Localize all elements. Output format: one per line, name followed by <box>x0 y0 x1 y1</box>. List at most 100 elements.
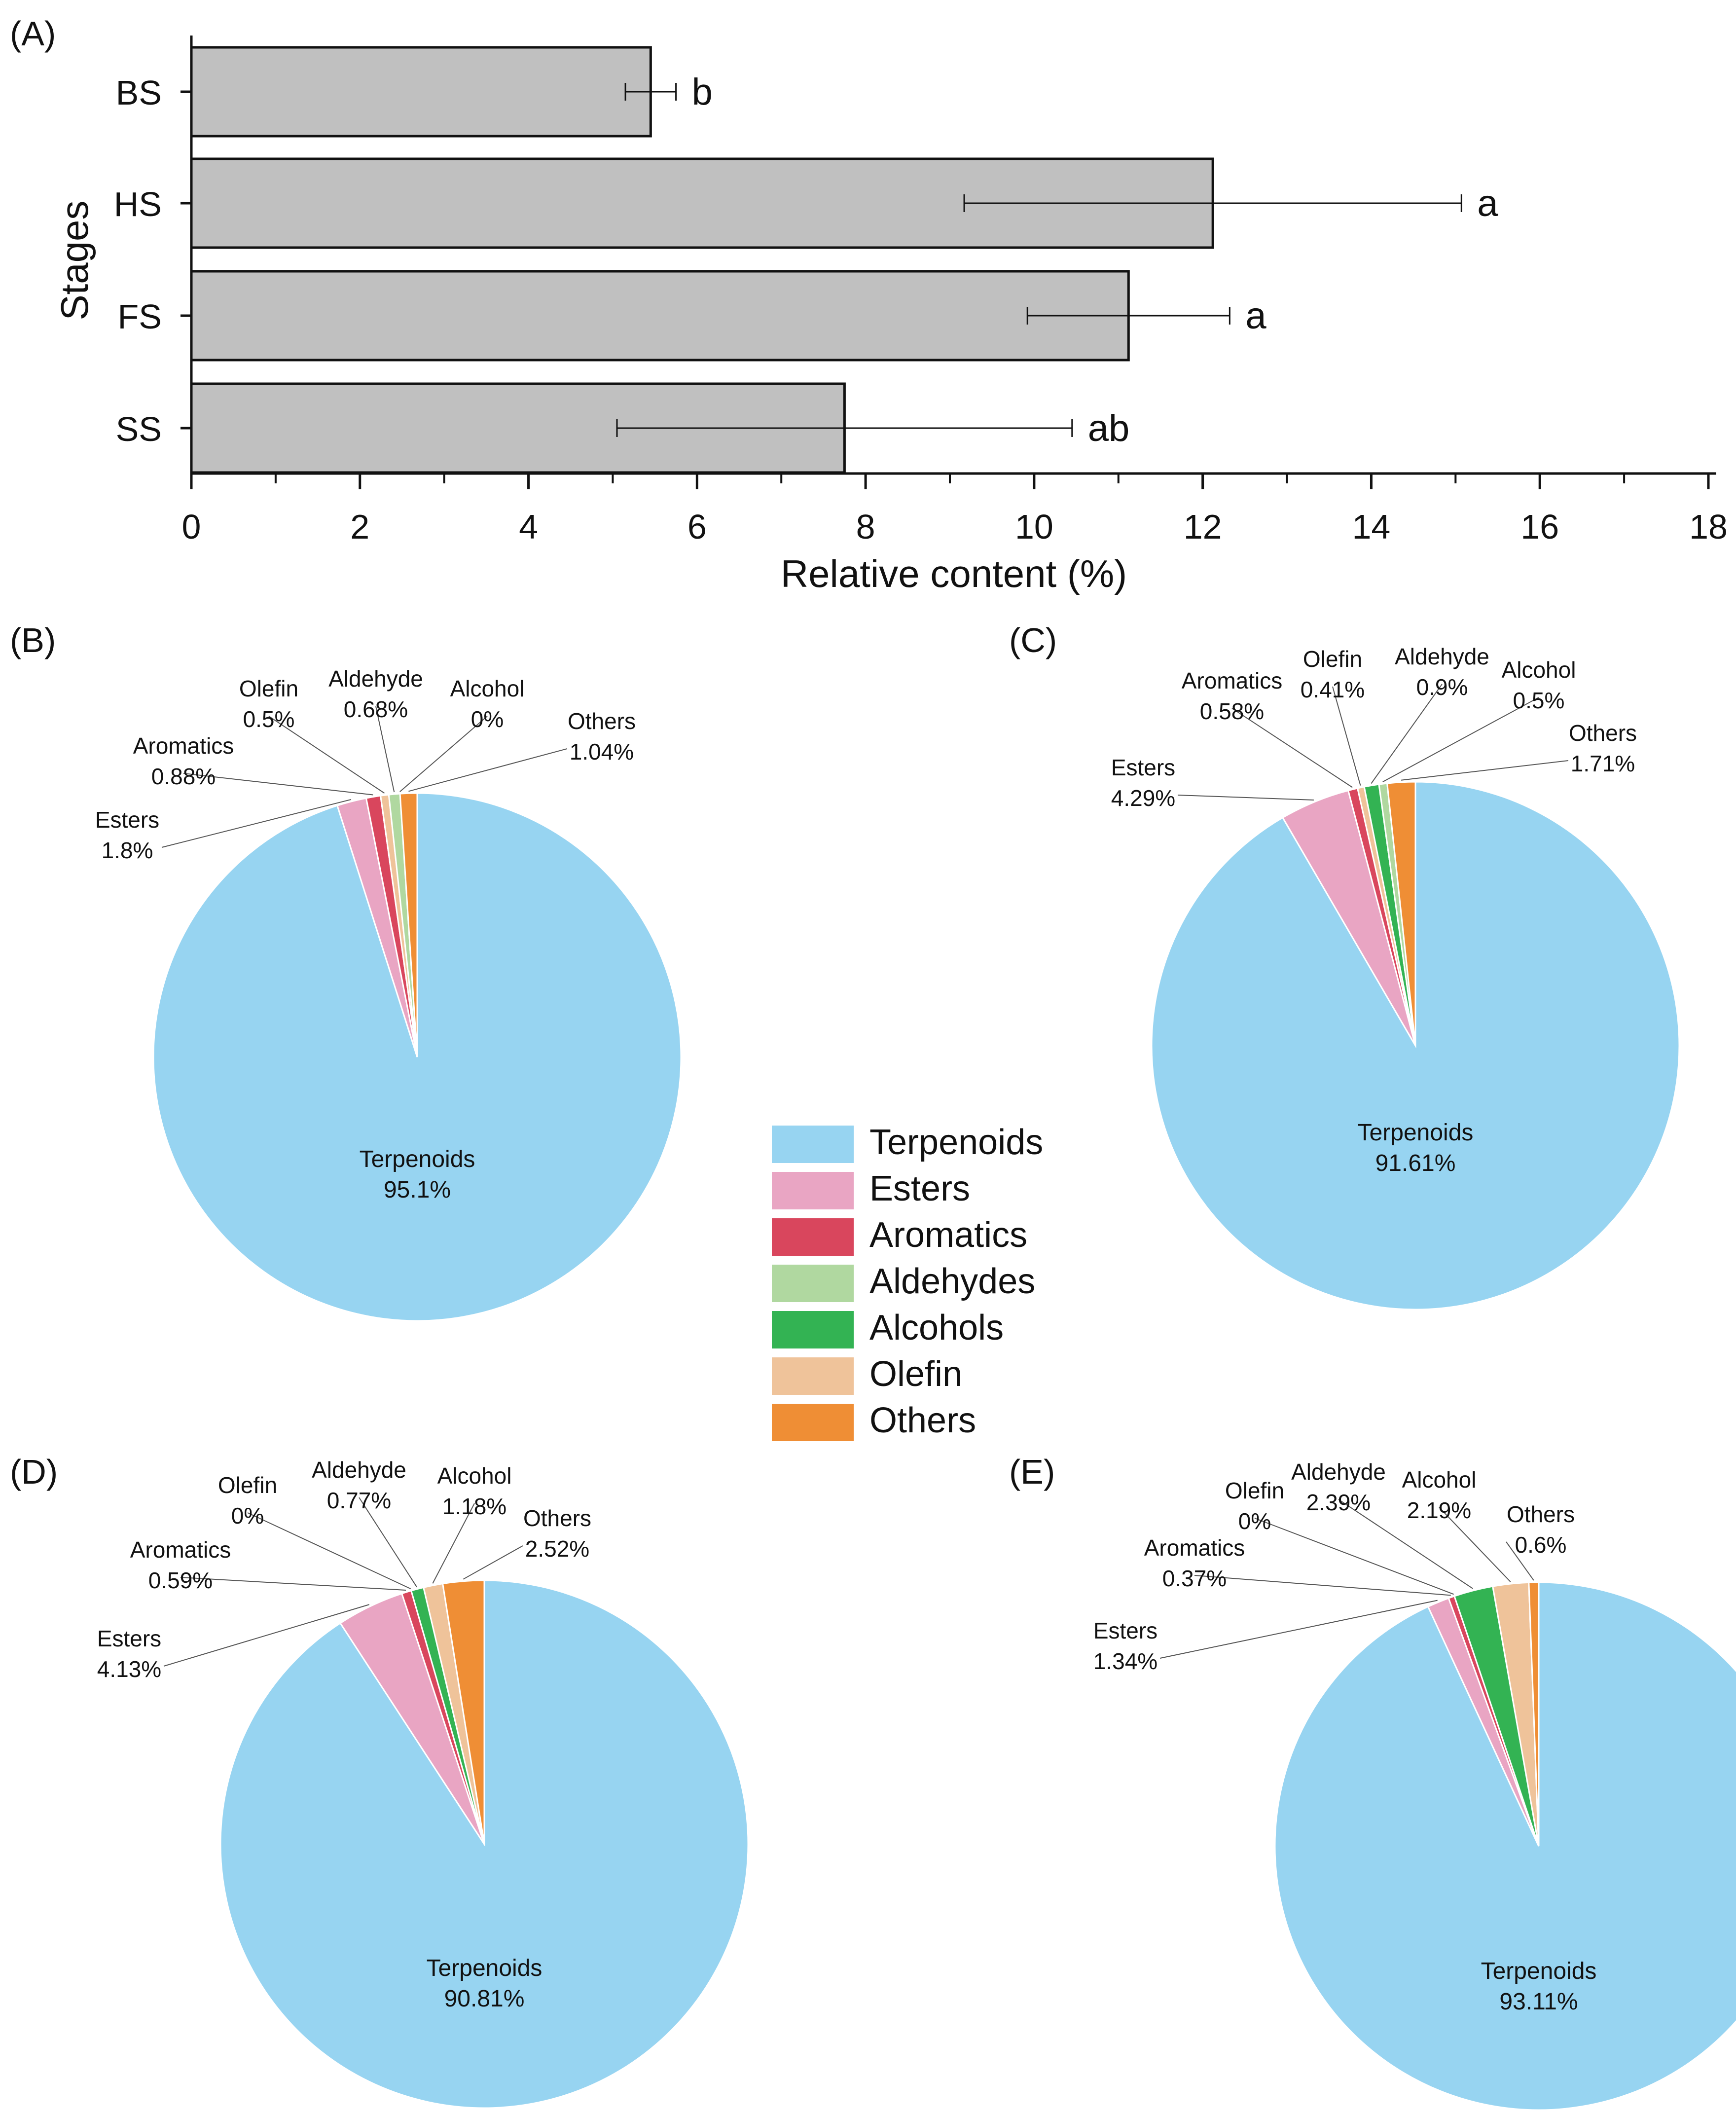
annotation-value: 0.68% <box>344 696 408 722</box>
bar-bs <box>190 46 652 138</box>
legend-label-aromatics: Aromatics <box>869 1215 1027 1255</box>
legend-label-olefin: Olefin <box>869 1354 962 1394</box>
annotation-value: 0.77% <box>327 1488 391 1513</box>
annotation-name: Esters <box>97 1626 161 1651</box>
panel-label-a: (A) <box>10 14 56 53</box>
annotation-value: 0.5% <box>243 706 295 732</box>
annotation-name: Olefin <box>239 676 298 701</box>
legend-swatch-terpenoids <box>772 1126 854 1163</box>
pie-slice-others <box>1386 781 1416 1046</box>
annotation-name: Alcohol <box>1502 657 1576 683</box>
annotation-value: 0% <box>231 1503 264 1529</box>
annotation-name: Olefin <box>1225 1478 1284 1503</box>
pie-annotations-b: Esters 1.8% Aromatics 0.88% Olefin 0.5% Aldehy… <box>95 666 636 863</box>
bar-chart-panel-a: (A) b a a ab 0 2 4 6 8 10 12 14 16 18 BS HS FS SS Relat… <box>10 14 1728 595</box>
annotation-name: Aromatics <box>133 733 234 759</box>
annotation-value: 4.13% <box>97 1656 161 1682</box>
leader-line <box>180 1577 406 1591</box>
leader-line <box>247 1512 411 1590</box>
leader-line <box>183 773 373 796</box>
pie-slice-others <box>1528 1581 1540 1847</box>
leader-line <box>163 1604 369 1667</box>
annotation-value: 0.37% <box>1162 1566 1227 1591</box>
annotation-value: 0% <box>471 706 504 732</box>
leader-line <box>432 1503 475 1584</box>
annotation-value: 1.34% <box>1093 1648 1157 1674</box>
annotation-value: 0.6% <box>1515 1532 1567 1558</box>
leader-line <box>1177 795 1314 801</box>
legend-swatch-others <box>772 1404 854 1441</box>
x-tick-label: 6 <box>687 508 707 546</box>
annotation-value: 1.04% <box>570 739 634 765</box>
x-tick-label: 12 <box>1184 508 1222 546</box>
annotation-value: 2.19% <box>1407 1497 1471 1523</box>
pie-e-center-value: 93.11% <box>1499 1989 1578 2015</box>
annotation-name: Aromatics <box>1182 668 1282 693</box>
x-tick-label: 10 <box>1015 508 1053 546</box>
annotation-value: 2.39% <box>1306 1490 1371 1515</box>
panel-label-c: (C) <box>1009 621 1057 659</box>
x-tick-label: 8 <box>856 508 875 546</box>
leader-line <box>1382 697 1539 782</box>
legend-label-alcohols: Alcohols <box>869 1308 1004 1348</box>
annotation-name: Others <box>523 1505 591 1531</box>
y-tick-label-hs: HS <box>114 185 162 223</box>
pie-slices-b <box>152 792 682 1322</box>
annotation-value: 2.52% <box>525 1536 589 1562</box>
leader-line <box>1254 1518 1454 1595</box>
legend-swatch-aromatics <box>772 1218 854 1256</box>
leader-line <box>408 748 568 792</box>
significance-letter-hs: a <box>1477 182 1498 224</box>
legend-label-others: Others <box>869 1401 976 1440</box>
pie-chart-panel-b: (B) Esters 1.8% Aromatics 0.88% Olefin 0.5% Al… <box>10 621 682 1322</box>
annotation-value: 0.41% <box>1301 677 1365 702</box>
annotation-value: 1.18% <box>442 1494 506 1519</box>
pie-chart-panel-e: (E) Esters 1.34% Aromatics 0.37% Olefin 0% Ald… <box>1009 1453 1736 2111</box>
annotation-name: Aldehyde <box>1291 1459 1386 1485</box>
leader-line <box>1371 684 1443 784</box>
pie-b-center-value: 95.1% <box>384 1177 451 1203</box>
annotation-value: 1.8% <box>102 838 153 863</box>
significance-letter-fs: a <box>1245 295 1266 337</box>
leader-line <box>1439 1507 1511 1582</box>
y-tick-label-bs: BS <box>116 73 162 112</box>
annotation-name: Olefin <box>218 1472 277 1498</box>
annotation-value: 4.29% <box>1111 785 1175 811</box>
bar-layer: b a a ab <box>190 46 1498 474</box>
annotation-name: Aromatics <box>130 1537 231 1563</box>
bar-fs <box>190 270 1130 362</box>
leader-line <box>359 1497 418 1588</box>
y-axis-title: Stages <box>53 201 96 321</box>
legend-label-esters: Esters <box>869 1169 970 1208</box>
annotation-name: Others <box>1569 720 1637 746</box>
annotation-value: 0.58% <box>1200 698 1264 724</box>
pie-c-center-label: Terpenoids <box>1358 1120 1474 1146</box>
annotation-name: Aldehyde <box>328 666 423 692</box>
pie-chart-panel-d: (D) Esters 4.13% Aromatics 0.59% Olefin 0% Ald… <box>10 1453 749 2109</box>
pie-d-center-label: Terpenoids <box>427 1955 542 1981</box>
annotation-name: Others <box>568 708 636 734</box>
annotation-name: Esters <box>1111 755 1175 780</box>
leader-line <box>463 1545 523 1580</box>
leader-line <box>375 706 395 793</box>
pie-slices-d <box>219 1579 749 2109</box>
annotation-value: 0.5% <box>1513 688 1565 713</box>
panel-label-e: (E) <box>1009 1453 1055 1491</box>
leader-line <box>399 716 488 792</box>
annotation-name: Alcohol <box>437 1463 512 1489</box>
category-layer: BS HS FS SS <box>114 73 191 448</box>
legend-swatch-olefin <box>772 1357 854 1395</box>
leader-line <box>161 799 352 848</box>
pie-annotations-e: Esters 1.34% Aromatics 0.37% Olefin 0% Aldehyd… <box>1093 1459 1575 1674</box>
x-tick-label: 0 <box>182 508 201 546</box>
significance-letter-bs: b <box>692 71 713 113</box>
annotation-name: Esters <box>95 807 159 833</box>
y-tick-label-fs: FS <box>118 297 162 336</box>
pie-slice-others <box>441 1579 485 1845</box>
pie-d-center-value: 90.81% <box>444 1986 525 2012</box>
pie-b-center-label: Terpenoids <box>360 1146 475 1172</box>
leader-line <box>1401 760 1569 781</box>
x-axis-title: Relative content (%) <box>781 552 1127 595</box>
annotation-value: 0.9% <box>1416 674 1468 700</box>
annotation-value: 0.88% <box>151 764 216 789</box>
